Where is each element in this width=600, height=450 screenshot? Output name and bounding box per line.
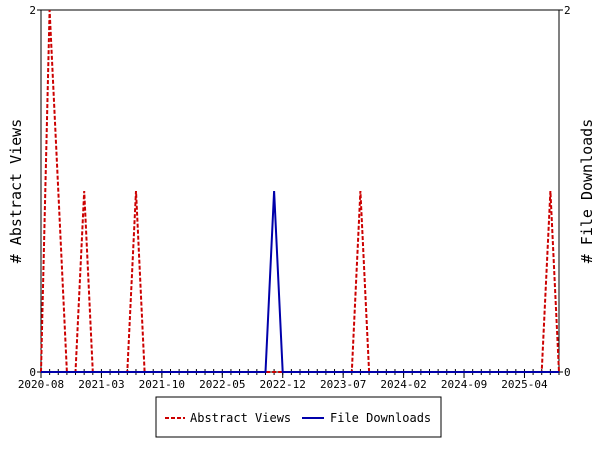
plot-frame [40, 9, 560, 373]
x-axis-tick-labels: 2020-08 2021-03 2021-10 2022-05 2022-12 2023-… [18, 378, 548, 391]
legend-label-file-downloads: File Downloads [330, 411, 431, 425]
y-axis-left-tick-label: 0 [29, 366, 36, 379]
x-axis-tick-label: 2025-04 [501, 378, 548, 391]
x-axis-tick-label: 2024-02 [380, 378, 426, 391]
y-axis-right-tick-label: 2 [564, 4, 571, 17]
legend-label-abstract-views: Abstract Views [190, 411, 291, 425]
y-axis-tick-labels: 0 2 0 2 [29, 4, 570, 379]
y-axis-right-title: # File Downloads [578, 119, 596, 264]
series-layer [40, 9, 560, 373]
x-axis-ticks [40, 369, 560, 378]
x-axis-tick-label: 2024-09 [441, 378, 487, 391]
x-axis-tick-label: 2020-08 [18, 378, 64, 391]
y-axis-right-tick-label: 0 [564, 366, 571, 379]
legend: Abstract Views File Downloads [155, 396, 442, 438]
x-axis-tick-label: 2022-05 [199, 378, 245, 391]
x-axis-tick-label: 2021-03 [78, 378, 124, 391]
y-axis-left-title: # Abstract Views [7, 119, 25, 264]
x-axis-tick-label: 2022-12 [260, 378, 306, 391]
x-axis-tick-label: 2021-10 [139, 378, 185, 391]
plot-area [40, 9, 560, 373]
series-line-file-downloads [41, 190, 559, 373]
y-axis-left-tick-label: 2 [29, 4, 36, 17]
legend-box [155, 396, 442, 438]
x-axis-tick-label: 2023-07 [320, 378, 366, 391]
